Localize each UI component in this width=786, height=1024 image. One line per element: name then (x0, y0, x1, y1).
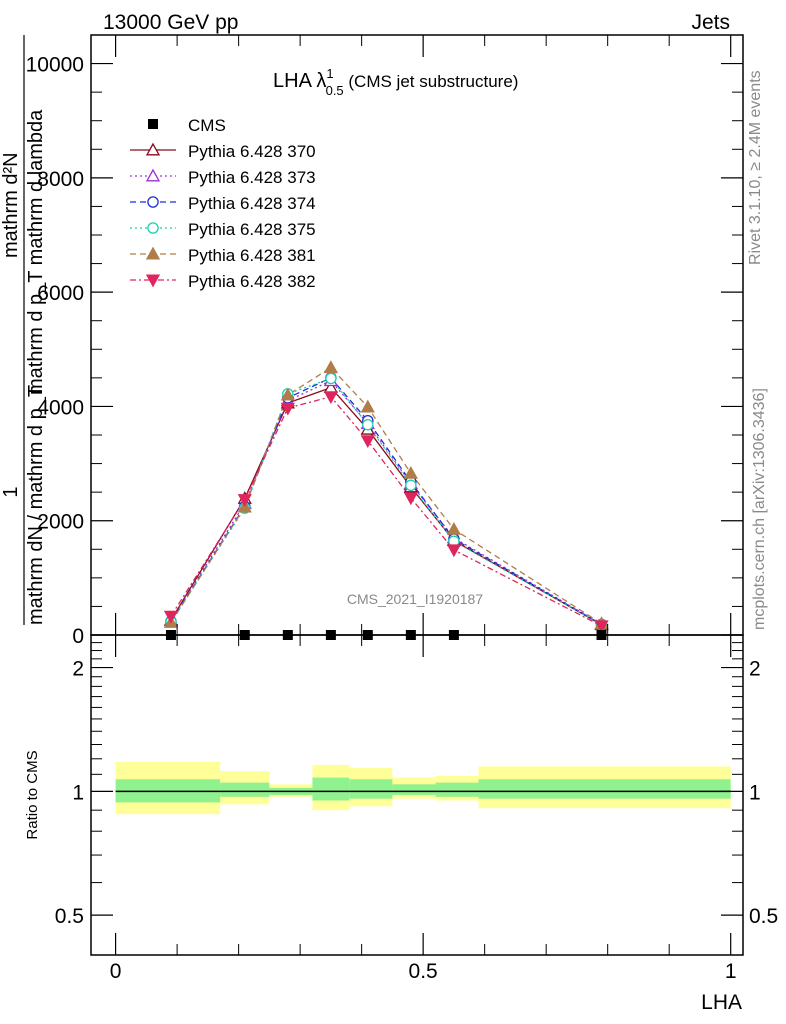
legend-cms-marker (148, 119, 158, 129)
ratio-inner-band-7 (478, 779, 731, 799)
plot-title: LHA λ1 0.5 (CMS jet substructure) (273, 66, 518, 98)
legend-label-1: Pythia 6.428 373 (188, 168, 316, 187)
xtick-label-1: 0.5 (409, 960, 438, 983)
xtick-label-2: 1 (725, 960, 737, 983)
legend-cms-label: CMS (188, 116, 226, 135)
main-ytick-label-1: 2000 (37, 511, 84, 534)
x-axis-label: LHA (701, 991, 742, 1014)
main-ticks: 0 2000 4000 6000 8000 10000 (26, 34, 743, 648)
ylabel-one: 1 (0, 486, 22, 497)
legend-label-2: Pythia 6.428 374 (188, 194, 316, 213)
x-ticks: 0 0.5 1 (110, 35, 737, 983)
series-4-point-2 (280, 387, 295, 401)
series-4-point-4 (360, 399, 375, 413)
series-markers (163, 360, 609, 634)
ratio-inner-band-1 (220, 782, 270, 797)
series-3-point-3 (325, 372, 337, 385)
main-ytick-label-4: 8000 (37, 168, 84, 191)
ratio-inner-band-6 (435, 782, 479, 797)
series-line-5 (170, 395, 602, 627)
series-3-point-4 (362, 418, 374, 431)
series-lines (170, 366, 602, 627)
ratio-ticks: 0.5 0.5 1 1 2 2 (55, 642, 778, 928)
main-ytick-label-0: 0 (72, 625, 84, 648)
series-5-point-6 (446, 544, 462, 558)
series-line-0 (170, 386, 602, 626)
legend-label-5: Pythia 6.428 382 (188, 272, 316, 291)
rivet-label: Rivet 3.1.10, ≥ 2.4M events (747, 70, 764, 265)
ratio-ytick-label-right-1: 1 (749, 781, 761, 804)
series-5-point-0 (163, 610, 179, 624)
main-ytick-label-2: 4000 (37, 396, 84, 419)
legend-marker-3 (147, 222, 159, 234)
series-4-point-3 (323, 360, 338, 374)
header-left: 13000 GeV pp (103, 11, 238, 34)
plot-title-sub: 0.5 (326, 83, 344, 98)
analysis-watermark: CMS_2021_I1920187 (347, 591, 483, 607)
ratio-ytick-label-2: 2 (72, 658, 84, 681)
main-ytick-label-5: 10000 (26, 54, 84, 77)
legend-marker-1 (145, 168, 161, 182)
series-line-4 (170, 366, 602, 625)
main-ylabel: 1 mathrm dN / mathrm d p_T mathrm d²N ma… (0, 35, 47, 625)
series-line-3 (170, 377, 602, 626)
series-5-point-4 (360, 435, 375, 449)
plot-title-sup: 1 (326, 66, 333, 81)
legend-marker-2 (147, 196, 159, 208)
series-4-point-6 (446, 521, 462, 535)
legend-marker-5 (145, 274, 161, 288)
legend-label-3: Pythia 6.428 375 (188, 220, 316, 239)
ratio-ylabel: Ratio to CMS (24, 750, 41, 839)
legend-marker-4 (145, 246, 161, 260)
series-5-point-2 (280, 402, 295, 416)
series-5-point-5 (403, 492, 418, 506)
legend-label-4: Pythia 6.428 381 (188, 246, 316, 265)
main-ytick-label-3: 6000 (37, 282, 84, 305)
legend-label-0: Pythia 6.428 370 (188, 142, 316, 161)
ylabel-numerator: mathrm d²N (0, 152, 22, 258)
ratio-inner-band-5 (392, 784, 436, 795)
legend: CMS Pythia 6.428 370 Pythia 6.428 373 Pythi… (130, 116, 316, 291)
ratio-band-group (115, 761, 731, 815)
ylabel-denominator: mathrm dN / mathrm d p_T (25, 385, 47, 625)
ylabel-numerator-full: mathrm d p_T mathrm d lambda (25, 109, 47, 395)
ratio-inner-band-4 (349, 779, 393, 799)
plot-title-rest: (CMS jet substructure) (344, 72, 519, 91)
series-5-point-7 (594, 620, 609, 634)
ratio-ytick-label-0: 0.5 (55, 905, 84, 928)
ratio-frame (90, 634, 744, 956)
ratio-ytick-label-right-0: 0.5 (749, 905, 778, 928)
series-5-point-3 (323, 391, 338, 405)
xtick-label-0: 0 (110, 960, 122, 983)
plot-title-main: LHA λ (273, 70, 326, 92)
series-3-point-5 (405, 479, 417, 492)
header-right: Jets (691, 11, 730, 34)
series-5-point-1 (237, 494, 252, 507)
ratio-inner-band-3 (312, 777, 350, 801)
ratio-ytick-label-right-2: 2 (749, 658, 761, 681)
legend-marker-0 (145, 142, 161, 156)
ratio-ytick-label-1: 1 (72, 781, 84, 804)
series-line-2 (170, 377, 602, 625)
series-4-point-5 (403, 465, 418, 479)
mcplots-label: mcplots.cern.ch [arXiv:1306.3436] (751, 388, 768, 630)
